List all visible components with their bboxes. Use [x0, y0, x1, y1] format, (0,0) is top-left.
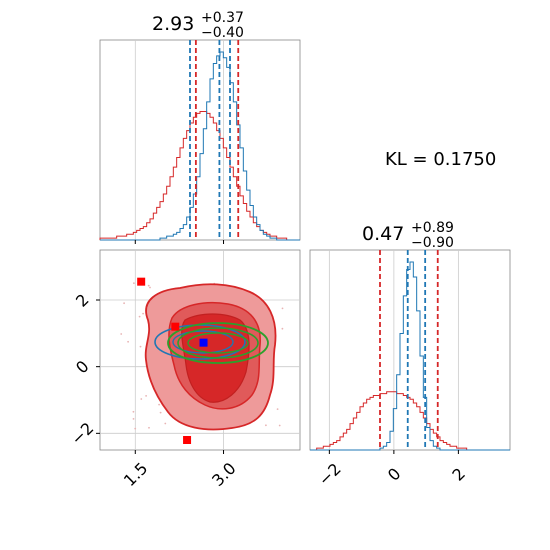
contour-green-middle [177, 327, 259, 359]
top-left-title: 2.93 [152, 13, 194, 35]
background-dot [132, 418, 135, 420]
bottom-right-histograms [310, 261, 510, 451]
background-dot [138, 315, 141, 318]
background-dot [120, 333, 123, 335]
scatter-panel: 1.5 3.0 2 0 −2 [67, 249, 301, 490]
scatter-ytick-label-2: −2 [67, 419, 97, 449]
bottom-right-frame [309, 249, 511, 451]
bottom-right-title: 0.47 [362, 223, 404, 245]
background-dot [132, 410, 135, 413]
background-dot [127, 340, 129, 343]
top-left-frame [99, 39, 301, 241]
background-dot [149, 286, 151, 289]
top-left-hist-a [100, 51, 300, 241]
top-left-ticks [134, 240, 225, 244]
background-dot [139, 345, 142, 348]
background-dot [147, 284, 150, 287]
bottom-right-tick-label-1: 0 [384, 464, 405, 485]
red-marker-0 [137, 277, 146, 286]
scatter-xtick-label-1: 3.0 [208, 459, 239, 490]
background-dot [276, 408, 279, 410]
bottom-right-tick-label-0: −2 [315, 459, 345, 489]
scatter-contours [144, 283, 277, 431]
background-dot [133, 282, 135, 285]
top-left-histograms [99, 51, 300, 241]
bottom-right-quantile-lines [379, 250, 439, 450]
background-dot [281, 307, 284, 310]
background-dot [140, 398, 143, 400]
scatter-ytick-label-0: 2 [72, 290, 93, 311]
background-dot [142, 312, 145, 315]
truth-marker [199, 338, 208, 347]
background-dot [164, 422, 167, 425]
kl-annotation: KL = 0.1750 [385, 149, 496, 170]
background-dot [148, 426, 150, 429]
background-dot [123, 302, 125, 305]
contour-blue-inner [172, 330, 234, 354]
top-left-quantile-lines [189, 40, 240, 240]
background-dot [158, 403, 161, 406]
background-dot [265, 424, 267, 427]
background-dot [145, 395, 148, 397]
background-dot [281, 327, 284, 330]
top-left-panel: 2.93 +0.37 −0.40 [99, 10, 301, 244]
scatter-xtick-label-0: 1.5 [120, 459, 151, 490]
contour-green-inner [187, 332, 249, 354]
bottom-right-ticks: −2 0 2 [315, 450, 469, 489]
contour-green-outer [167, 322, 269, 364]
top-left-title-value: 2.93 [152, 13, 194, 35]
red-marker-1 [171, 322, 180, 331]
scatter-ytick-label-1: 0 [72, 357, 93, 378]
red-marker-2 [183, 436, 192, 444]
top-left-title-plus: +0.37 [201, 10, 244, 26]
bottom-right-title-minus: −0.90 [411, 235, 454, 251]
bottom-right-hist-a [310, 261, 510, 451]
top-left-title-minus: −0.40 [201, 25, 244, 41]
scatter-markers [137, 277, 208, 444]
bottom-right-grid [328, 250, 459, 450]
background-dot [159, 411, 162, 414]
background-dot [134, 427, 137, 430]
background-dot [278, 424, 281, 427]
bottom-right-title-plus: +0.89 [411, 220, 454, 236]
bottom-right-title-value: 0.47 [362, 223, 404, 245]
bottom-right-tick-label-2: 2 [448, 464, 469, 485]
bottom-right-panel: −2 0 2 0.47 +0.89 −0.90 [309, 220, 511, 489]
bottom-right-hist-b [310, 391, 510, 451]
